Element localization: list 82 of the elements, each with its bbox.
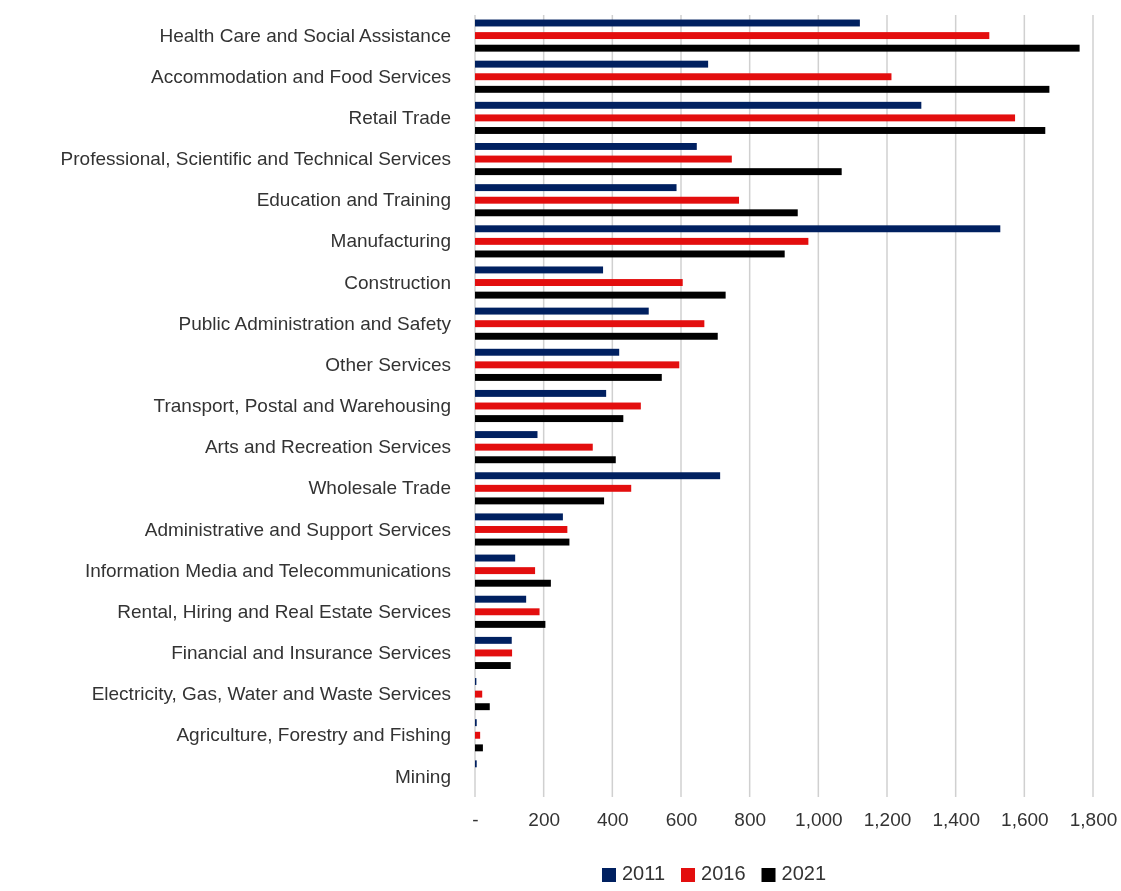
legend-label: 2021 — [781, 862, 827, 884]
bar — [475, 266, 604, 274]
bar — [475, 307, 649, 315]
bar — [475, 73, 892, 81]
bar — [475, 225, 1001, 233]
bar — [475, 456, 616, 464]
bar — [475, 361, 680, 369]
bar — [475, 127, 1046, 134]
y-tick-label: Arts and Recreation Services — [204, 436, 451, 458]
bar — [475, 348, 620, 356]
bar — [475, 595, 527, 603]
x-tick-label: - — [472, 809, 479, 831]
bar — [475, 101, 922, 109]
bar — [475, 44, 1080, 52]
x-tick-label: 1,600 — [1001, 809, 1049, 831]
bar — [475, 731, 481, 739]
bar — [475, 662, 511, 669]
bar — [475, 184, 677, 192]
y-tick-label: Wholesale Trade — [308, 477, 451, 499]
bar — [475, 32, 990, 40]
bar — [475, 431, 538, 439]
bar — [475, 526, 568, 533]
bar — [475, 209, 798, 217]
y-tick-label: Information Media and Telecommunications — [84, 559, 451, 581]
y-tick-label: Manufacturing — [330, 230, 451, 252]
bar — [475, 703, 490, 711]
y-tick-label: Transport, Postal and Warehousing — [153, 395, 451, 417]
legend-label: 2016 — [701, 862, 746, 884]
bar — [475, 373, 662, 381]
bar — [475, 168, 842, 176]
y-tick-label: Retail Trade — [348, 106, 451, 128]
x-tick-label: 1,800 — [1069, 809, 1118, 831]
bar — [475, 291, 726, 299]
bar — [475, 196, 740, 204]
bar — [475, 114, 1016, 122]
bar — [475, 636, 512, 644]
x-tick-label: 200 — [528, 809, 561, 831]
bar — [475, 279, 683, 286]
bar — [475, 443, 593, 451]
bar — [475, 332, 718, 340]
bar — [475, 690, 483, 698]
bar — [475, 237, 809, 245]
bar — [475, 415, 624, 423]
bar — [475, 143, 697, 150]
bar — [475, 567, 536, 575]
y-tick-label: Health Care and Social Assistance — [159, 24, 451, 46]
bar — [475, 579, 551, 587]
x-tick-label: 600 — [665, 809, 698, 831]
y-tick-label: Professional, Scientific and Technical Services — [60, 148, 451, 170]
bar — [475, 472, 721, 480]
bar — [475, 85, 1050, 93]
x-tick-label: 400 — [596, 809, 629, 831]
bar — [475, 250, 785, 258]
bar — [475, 554, 516, 562]
bar — [475, 744, 483, 752]
x-tick-label: 1,400 — [932, 809, 980, 831]
bar — [475, 649, 513, 657]
y-tick-label: Financial and Insurance Services — [171, 642, 451, 664]
y-tick-label: Agriculture, Forestry and Fishing — [176, 724, 451, 746]
bar — [475, 155, 732, 163]
bar — [475, 513, 563, 521]
bar — [475, 497, 605, 505]
x-tick-label: 800 — [734, 809, 767, 831]
bar — [475, 538, 570, 546]
bar — [475, 608, 540, 616]
y-tick-label: Rental, Hiring and Real Estate Services — [117, 600, 451, 622]
x-tick-label: 1,200 — [863, 809, 912, 831]
y-tick-label: Other Services — [325, 353, 451, 375]
y-tick-label: Accommodation and Food Services — [151, 65, 451, 87]
bar — [475, 389, 607, 397]
bar — [475, 60, 709, 68]
x-tick-label: 1,000 — [795, 809, 843, 831]
bar — [475, 484, 632, 492]
y-tick-label: Public Administration and Safety — [178, 312, 452, 334]
y-tick-label: Construction — [344, 271, 451, 293]
legend-label: 2011 — [621, 862, 666, 884]
y-tick-label: Administrative and Support Services — [144, 518, 451, 540]
bar — [475, 320, 705, 328]
y-tick-label: Education and Training — [256, 189, 451, 211]
y-tick-label: Mining — [395, 765, 451, 787]
bar — [475, 620, 546, 628]
y-tick-label: Electricity, Gas, Water and Waste Services — [91, 683, 451, 705]
